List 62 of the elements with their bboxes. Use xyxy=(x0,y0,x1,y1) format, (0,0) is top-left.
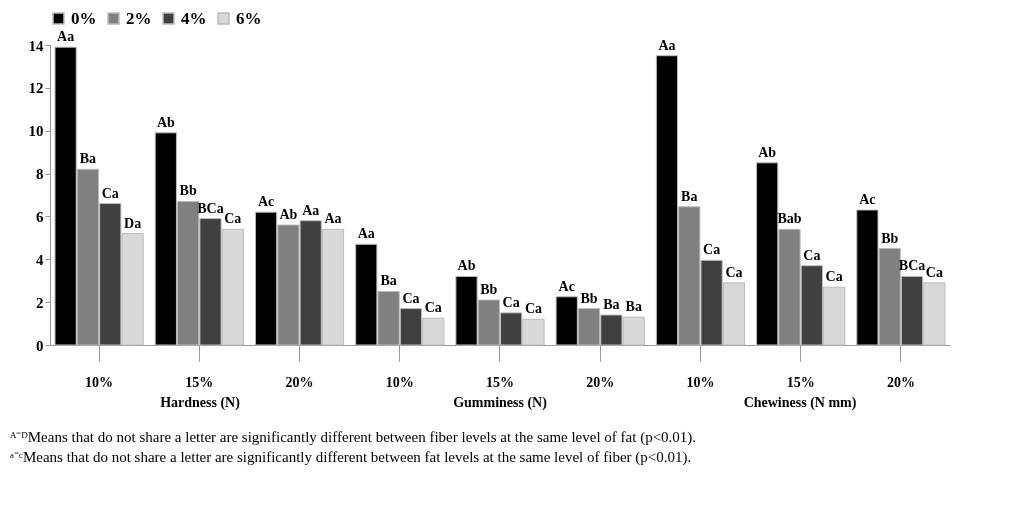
data-label: Ba xyxy=(603,297,620,312)
data-label: Bb xyxy=(881,230,899,246)
y-tick-label: 14 xyxy=(28,37,44,54)
y-tick-label: 10 xyxy=(28,123,44,140)
data-label: Ac xyxy=(859,192,876,207)
data-label: Ba xyxy=(79,151,97,167)
data-label: BCa xyxy=(197,200,224,216)
data-label: Ca xyxy=(725,264,743,280)
data-label: Ba xyxy=(625,299,642,315)
data-label: BCa xyxy=(898,258,926,274)
y-tick-label: 0 xyxy=(36,337,44,354)
data-label: Ca xyxy=(101,185,119,201)
data-label: Ca xyxy=(825,269,843,285)
y-tick-label: 12 xyxy=(28,80,44,97)
y-tick-label: 6 xyxy=(36,208,44,225)
legend-label: 0% xyxy=(71,8,97,28)
data-label: Ba xyxy=(380,273,397,289)
data-label: Ca xyxy=(803,247,821,263)
text: Chewiness (N mm) xyxy=(743,395,857,411)
data-label: Ca xyxy=(502,294,520,310)
data-label: Aa xyxy=(324,211,342,227)
legend-label: 6% xyxy=(236,8,262,28)
text: Gumminess (N) xyxy=(453,395,548,411)
x-tick-label: 10% xyxy=(85,374,114,390)
y-tick-label: 8 xyxy=(36,166,44,183)
y-tick-label: 2 xyxy=(36,294,44,311)
text: ᵃ⁻ᶜMeans that do not share a letter are significantly different between fat levels at the same level of fiber (p<0.01). xyxy=(10,449,692,466)
data-label: Ca xyxy=(524,301,543,317)
x-tick-label: 10% xyxy=(686,374,715,390)
data-label: Ac xyxy=(257,194,275,210)
legend-label: 4% xyxy=(181,8,207,28)
data-label: Bb xyxy=(580,290,598,306)
data-label: Ab xyxy=(156,114,175,130)
x-tick-label: 15% xyxy=(486,374,514,390)
data-label: Da xyxy=(124,215,142,231)
text: ᴬ⁻ᴰMeans that do not share a letter are significantly different between fiber levels at the same level of fat (p<0.01). xyxy=(10,429,697,446)
data-label: Aa xyxy=(658,37,676,53)
data-label: Ca xyxy=(925,264,943,280)
x-tick-label: 20% xyxy=(285,374,314,390)
x-tick-label: 10% xyxy=(385,374,414,390)
data-label: Ba xyxy=(681,188,698,204)
x-tick-label: 20% xyxy=(886,374,915,390)
legend-label: 2% xyxy=(126,8,152,28)
data-label: Aa xyxy=(302,202,320,218)
data-label: Ab xyxy=(279,207,298,222)
data-label: Aa xyxy=(357,226,375,242)
data-label: Ab xyxy=(758,144,777,160)
data-label: Bb xyxy=(480,282,498,297)
data-label: Ca xyxy=(703,242,721,258)
x-tick-label: 15% xyxy=(786,374,815,390)
data-label: Ac xyxy=(558,278,575,294)
data-label: Bab xyxy=(777,211,802,227)
x-tick-label: 15% xyxy=(185,374,214,390)
data-label: Aa xyxy=(57,29,75,45)
data-label: Ca xyxy=(424,300,442,316)
data-label: Ca xyxy=(224,211,242,227)
data-label: Ab xyxy=(457,258,476,274)
data-label: Bb xyxy=(179,183,197,199)
text: Hardness (N) xyxy=(160,395,241,411)
y-tick-label: 4 xyxy=(36,251,44,268)
data-label: Ca xyxy=(402,290,420,306)
x-tick-label: 20% xyxy=(586,374,615,390)
